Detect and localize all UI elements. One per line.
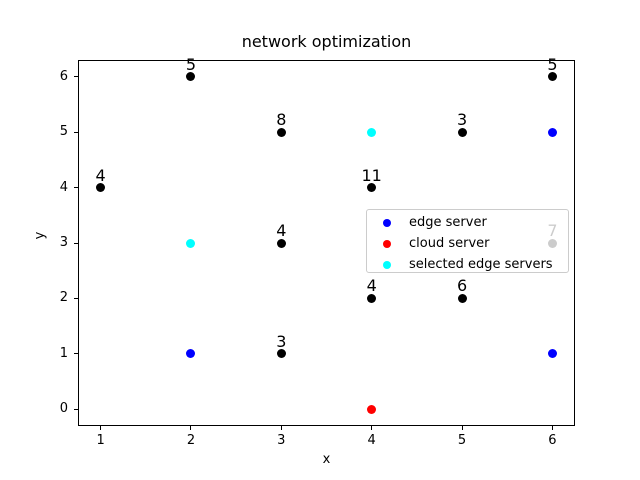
scatter-point (276, 238, 286, 248)
scatter-point (186, 349, 196, 359)
scatter-point (367, 404, 377, 414)
legend-label: selected edge servers (409, 257, 553, 272)
legend-item: cloud server (367, 233, 568, 254)
scatter-point (186, 238, 196, 248)
scatter-point (367, 127, 377, 137)
y-tick-mark (74, 131, 78, 133)
x-tick-label: 2 (186, 433, 196, 448)
x-tick-label: 4 (367, 433, 376, 448)
x-tick-mark (100, 426, 102, 430)
y-tick-mark (74, 353, 78, 355)
y-tick-label: 2 (59, 290, 68, 306)
legend: edge server cloud server selected edge s… (366, 209, 569, 273)
x-tick-label: 1 (96, 433, 105, 448)
y-tick-label: 4 (59, 179, 68, 195)
point-label: 8 (276, 110, 287, 130)
point-label: 11 (361, 165, 382, 185)
y-tick-label: 3 (59, 235, 68, 250)
point-label: 6 (456, 276, 468, 296)
x-tick-mark (280, 426, 282, 430)
y-tick-mark (74, 297, 78, 299)
point-label: 5 (185, 54, 197, 74)
y-tick-mark (74, 242, 78, 244)
y-tick-label: 0 (59, 401, 68, 417)
scatter-point (276, 349, 286, 359)
y-tick-label: 5 (59, 124, 68, 140)
x-tick-mark (461, 426, 463, 430)
point-label: 4 (95, 165, 106, 185)
x-axis-label: x (322, 452, 331, 467)
point-label: 3 (456, 110, 468, 130)
x-tick-mark (190, 426, 192, 430)
x-tick-mark (551, 426, 553, 430)
scatter-point (367, 293, 377, 303)
legend-item: edge server (367, 212, 568, 233)
point-label: 3 (276, 331, 287, 351)
y-tick-mark (74, 408, 78, 410)
scatter-point (547, 349, 557, 359)
scatter-point (276, 127, 286, 137)
x-tick-label: 3 (277, 433, 286, 448)
scatter-point (547, 72, 557, 82)
scatter-point (457, 293, 467, 303)
point-label: 5 (547, 54, 558, 74)
scatter-point (186, 72, 196, 82)
scatter-point (367, 183, 377, 193)
point-label: 4 (276, 221, 287, 240)
scatter-point (547, 127, 557, 137)
scatter-point (457, 127, 467, 137)
legend-item: selected edge servers (367, 254, 568, 275)
x-tick-mark (371, 426, 373, 430)
x-tick-label: 5 (457, 433, 467, 448)
legend-marker-cloud-server-icon (383, 240, 391, 248)
y-axis-label: y (32, 231, 48, 240)
x-tick-label: 6 (548, 433, 557, 448)
y-tick-mark (74, 76, 78, 78)
legend-label: cloud server (409, 236, 490, 251)
scatter-point (96, 183, 106, 193)
y-tick-label: 6 (59, 68, 68, 84)
y-tick-label: 1 (59, 345, 68, 361)
legend-label: edge server (409, 215, 487, 230)
y-tick-mark (74, 187, 78, 189)
legend-marker-edge-server-icon (383, 219, 391, 227)
chart-title: network optimization (241, 32, 412, 51)
point-label: 4 (366, 276, 377, 296)
legend-marker-selected-edge-servers-icon (383, 261, 391, 269)
